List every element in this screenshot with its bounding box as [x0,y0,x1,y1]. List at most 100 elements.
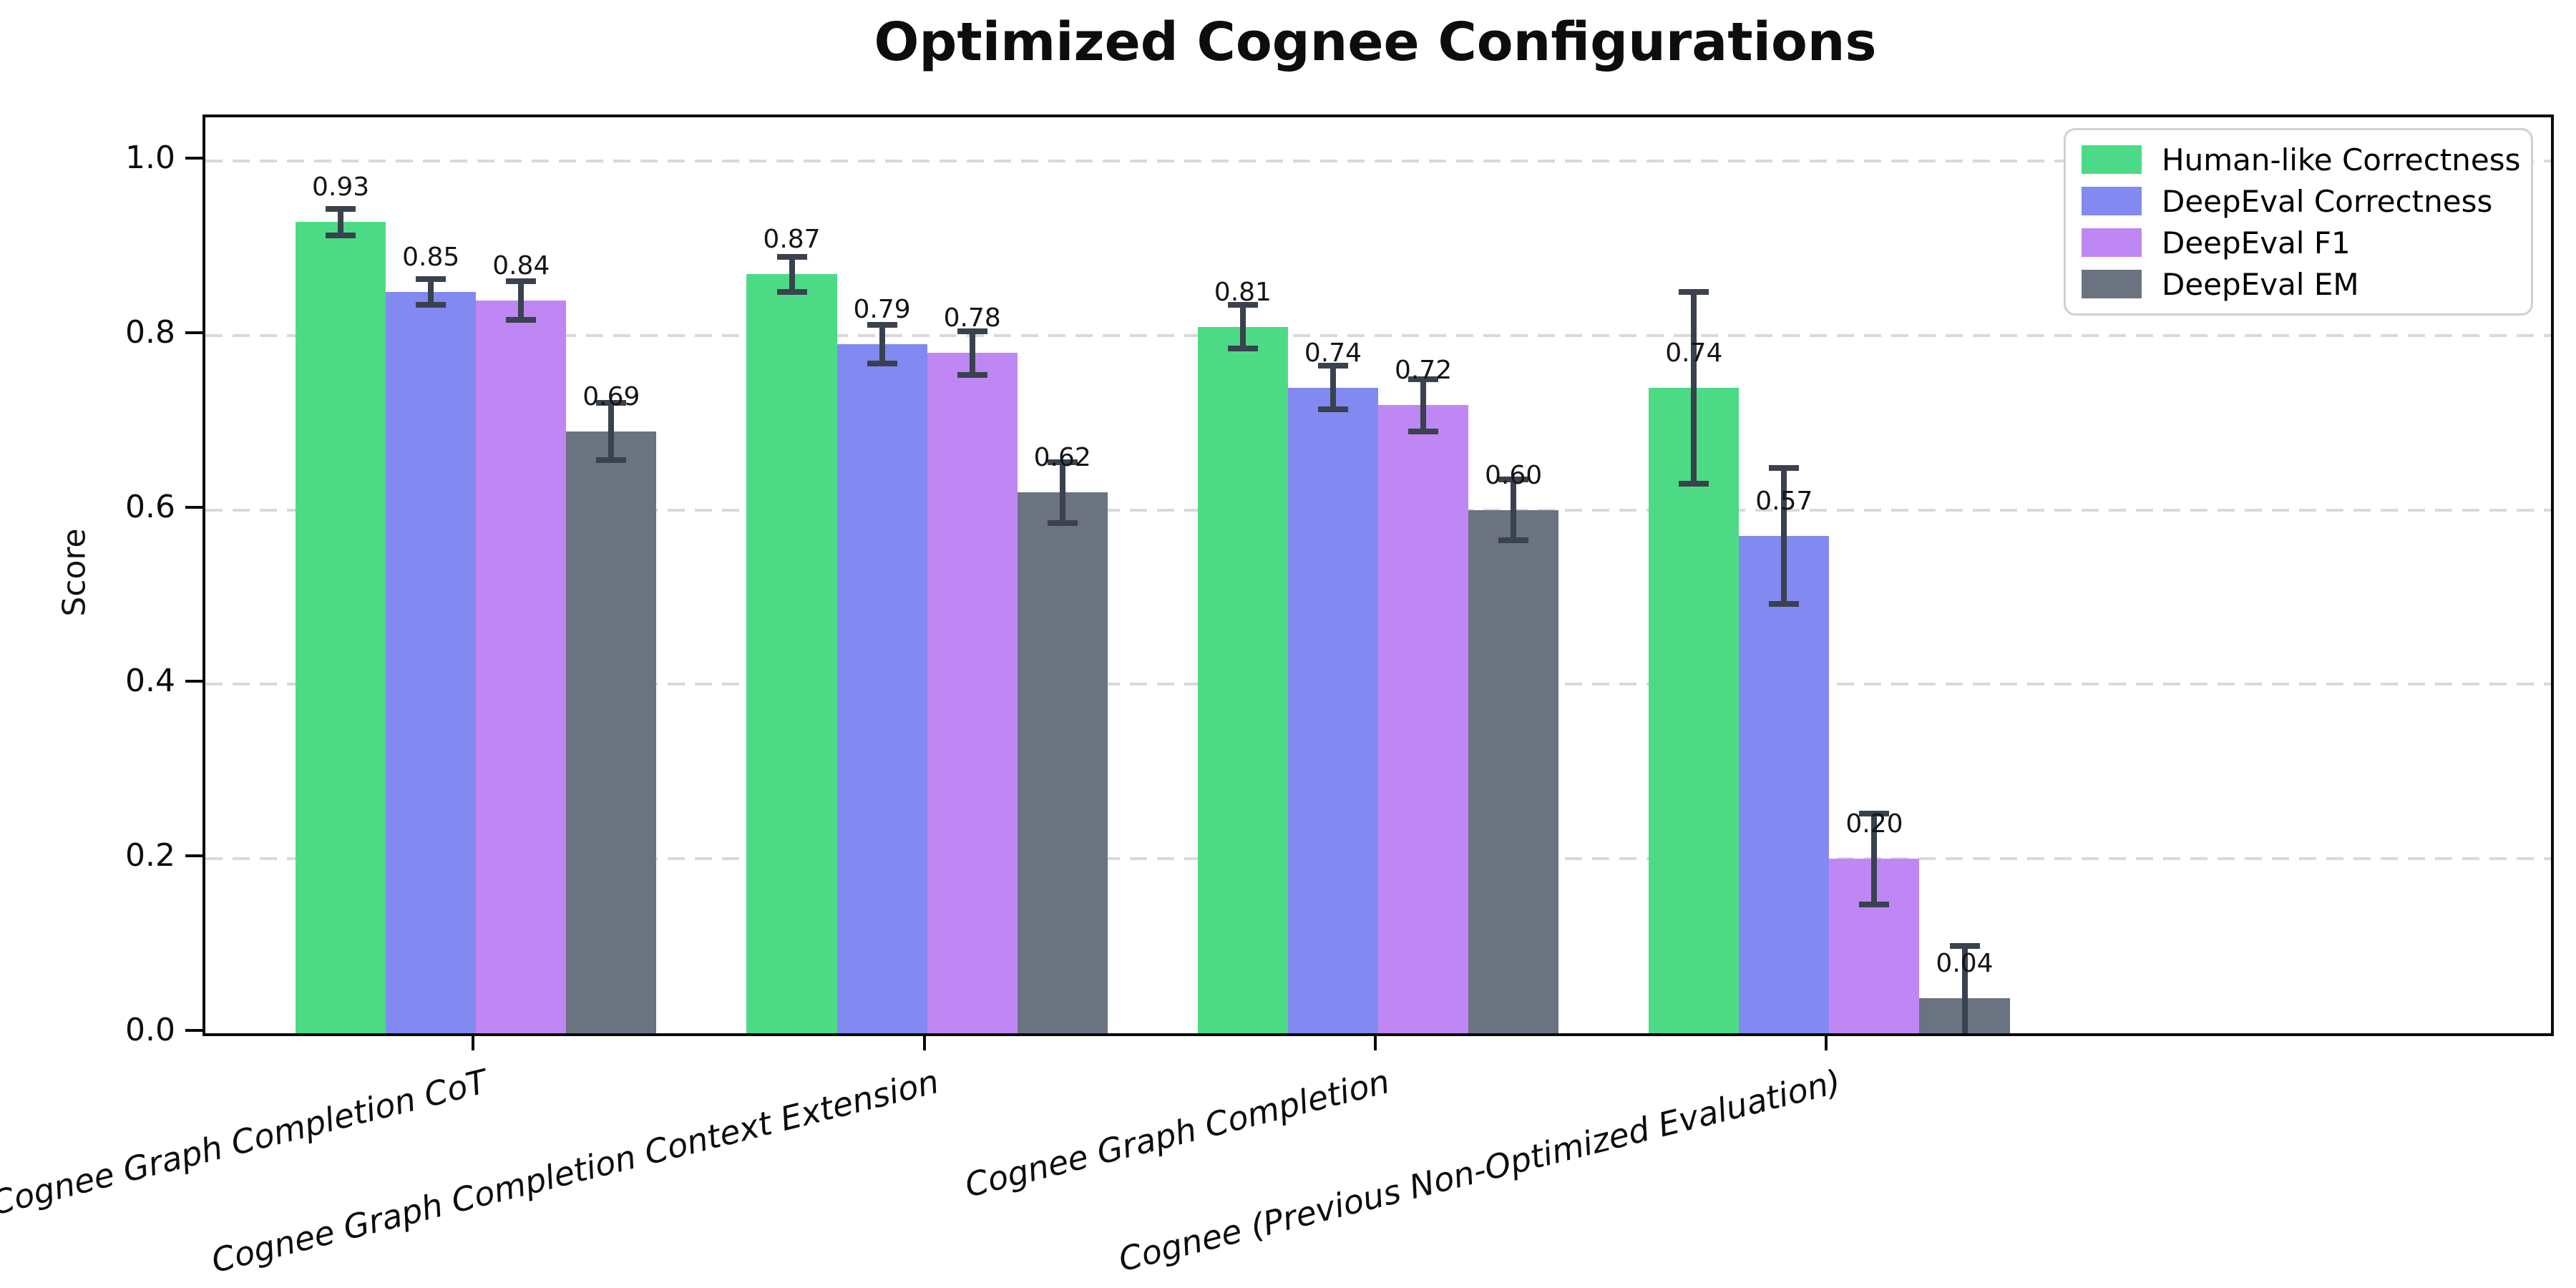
y-tick-label: 1.0 [125,139,175,176]
error-bar-line [1511,479,1517,541]
error-bar-cap-bottom [416,302,447,308]
bar-value-label: 0.87 [763,225,821,255]
bar-value-label: 0.85 [402,242,460,272]
error-bar-cap-bottom [1769,601,1800,608]
error-bar-cap-bottom [776,288,807,295]
error-bar-cap-top [1679,288,1709,295]
y-tick [185,680,203,683]
error-bar-cap-top [1859,810,1890,816]
x-tick [922,1033,926,1050]
legend-swatch [2082,270,2142,298]
error-bar-line [1420,379,1427,431]
error-bar-cap-top [1498,476,1529,482]
error-bar-line [608,402,615,461]
legend-swatch [2082,145,2142,174]
y-tick-label: 0.4 [125,663,175,700]
bar-value-label: 0.84 [492,251,550,280]
bar [746,274,837,1033]
bar-value-label: 0.74 [1665,338,1723,368]
y-tick [185,505,203,509]
gridline [205,159,2551,162]
legend-item: Human-like Correctness [2082,142,2524,177]
error-bar-cap-bottom [1408,428,1439,434]
gridline [205,333,2551,337]
error-bar-line [1059,462,1065,523]
y-tick-label: 0.6 [125,488,175,525]
error-bar-line [879,325,885,364]
error-bar-cap-top [326,206,356,212]
legend-label: DeepEval Correctness [2162,183,2493,219]
x-tick [1825,1033,1828,1050]
y-tick [185,156,203,160]
error-bar-cap-top [1769,465,1800,472]
error-bar-line [789,257,795,292]
bar-value-label: 0.04 [1936,949,1994,979]
legend-swatch [2082,228,2142,257]
error-bar-cap-bottom [867,360,897,366]
error-bar-cap-top [1047,459,1078,465]
y-tick [185,331,203,334]
bar [927,353,1018,1033]
error-bar-cap-top [1949,943,1980,950]
legend-swatch [2082,187,2142,215]
bar [1197,326,1288,1033]
bar-value-label: 0.93 [312,172,370,203]
bar-value-label: 0.72 [1394,356,1453,386]
error-bar-line [1330,366,1336,410]
bar [1468,509,1559,1033]
bar [1287,387,1378,1033]
bar [1649,387,1740,1033]
legend-label: DeepEval F1 [2162,225,2351,260]
error-bar-cap-top [1408,376,1439,382]
error-bar-line [1781,468,1787,605]
x-tick-label: Cognee (Previous Non-Optimized Evaluatio… [1114,1062,1845,1279]
bar [296,222,386,1033]
error-bar-cap-bottom [957,371,987,378]
bar-value-label: 0.57 [1755,487,1813,517]
error-bar-cap-bottom [326,232,356,238]
error-bar-line [1691,291,1697,484]
bar-value-label: 0.74 [1304,338,1362,368]
error-bar-cap-top [867,322,897,328]
x-tick-label: Cognee Graph Completion Context Extensio… [207,1062,942,1281]
x-tick-label: Cognee Graph Completion [961,1062,1394,1205]
error-bar-cap-bottom [1047,519,1078,526]
bar-value-label: 0.20 [1845,809,1903,839]
error-bar-cap-top [776,254,807,260]
error-bar-cap-bottom [1227,346,1258,352]
y-tick [185,854,203,858]
bar [836,343,927,1033]
error-bar-cap-bottom [596,457,627,464]
bar [1739,536,1830,1033]
bar-value-label: 0.69 [582,381,640,411]
x-tick [1374,1033,1377,1050]
y-tick-label: 0.8 [125,313,175,351]
bar [566,431,657,1033]
bar [476,301,567,1033]
legend-item: DeepEval EM [2082,267,2524,302]
error-bar-line [518,281,525,320]
bar [1017,492,1108,1033]
error-bar-cap-bottom [1498,537,1529,544]
error-bar-cap-top [1317,363,1348,369]
error-bar-cap-bottom [506,316,537,323]
y-tick-label: 0.0 [125,1012,175,1048]
error-bar-cap-bottom [1317,406,1348,413]
x-tick [472,1033,475,1050]
legend-label: Human-like Correctness [2162,142,2521,177]
bar [1378,405,1469,1033]
y-axis-label: Score [56,528,93,617]
legend-item: DeepEval F1 [2082,225,2524,260]
error-bar-line [428,278,434,306]
error-bar-cap-top [416,275,447,282]
legend: Human-like Correctness DeepEval Correctne… [2064,128,2533,316]
error-bar-cap-top [1227,302,1258,308]
chart-title: Optimized Cognee Configurations [874,11,1877,73]
error-bar-cap-bottom [1679,481,1709,487]
bar [386,291,477,1033]
legend-label: DeepEval EM [2162,266,2359,302]
bar-value-label: 0.81 [1214,277,1272,307]
bar-value-label: 0.60 [1485,460,1543,490]
error-bar-cap-top [596,399,627,406]
